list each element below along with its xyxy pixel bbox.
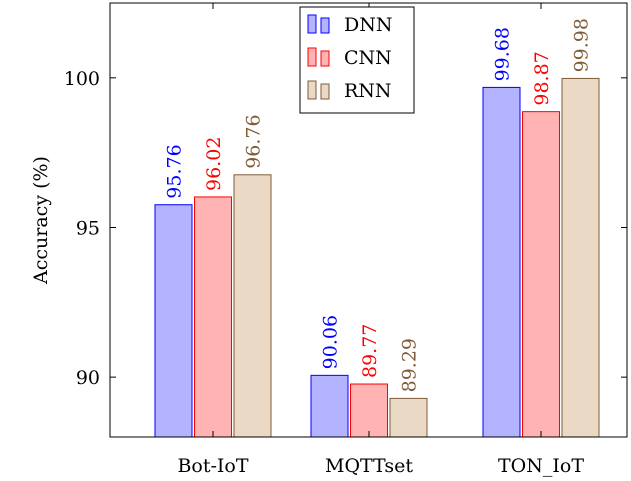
- legend-label-dnn: DNN: [344, 14, 392, 36]
- legend-label-rnn: RNN: [344, 80, 392, 102]
- legend-swatch-dnn-a: [307, 14, 317, 34]
- bar-rnn-bot-iot: [233, 174, 272, 438]
- bar-cnn-mqttset: [350, 383, 388, 438]
- bar-cnn-bot-iot: [194, 196, 232, 438]
- bar-dnn-mqttset: [310, 374, 349, 438]
- data-label-rnn-bot-iot: 96.76: [243, 114, 265, 168]
- data-label-dnn-bot-iot: 95.76: [164, 144, 186, 198]
- bar-dnn-bot-iot: [154, 204, 193, 438]
- data-label-rnn-mqttset: 89.29: [399, 338, 421, 392]
- y-tick-label-90: 90: [76, 367, 100, 389]
- bar-rnn-ton-iot: [561, 77, 600, 438]
- y-axis-title: Accuracy (%): [30, 156, 52, 285]
- legend-swatch-dnn-b: [320, 17, 330, 34]
- data-label-cnn-bot-iot: 96.02: [203, 137, 225, 191]
- legend-box: [299, 6, 415, 114]
- y-tick-label-100: 100: [64, 68, 100, 90]
- data-label-cnn-mqttset: 89.77: [359, 324, 381, 378]
- legend-swatch-rnn-b: [320, 83, 330, 100]
- x-tick-label-bot-iot: Bot-IoT: [177, 455, 248, 477]
- bar-rnn-mqttset: [389, 397, 428, 438]
- data-label-rnn-ton-iot: 99.98: [571, 18, 593, 72]
- y-tick-label-95: 95: [76, 217, 100, 239]
- legend-swatch-cnn-a: [307, 47, 317, 67]
- legend-label-cnn: CNN: [344, 47, 392, 69]
- x-tick-label-ton-iot: TON_IoT: [498, 455, 584, 477]
- bar-dnn-ton-iot: [482, 86, 521, 438]
- data-label-cnn-ton-iot: 98.87: [531, 51, 553, 105]
- bar-cnn-ton-iot: [522, 111, 560, 438]
- x-tick-label-mqttset: MQTTset: [325, 455, 413, 477]
- legend-swatch-rnn-a: [307, 80, 317, 100]
- data-label-dnn-ton-iot: 99.68: [492, 27, 514, 81]
- legend-swatch-cnn-b: [320, 50, 330, 67]
- data-label-dnn-mqttset: 90.06: [320, 315, 342, 369]
